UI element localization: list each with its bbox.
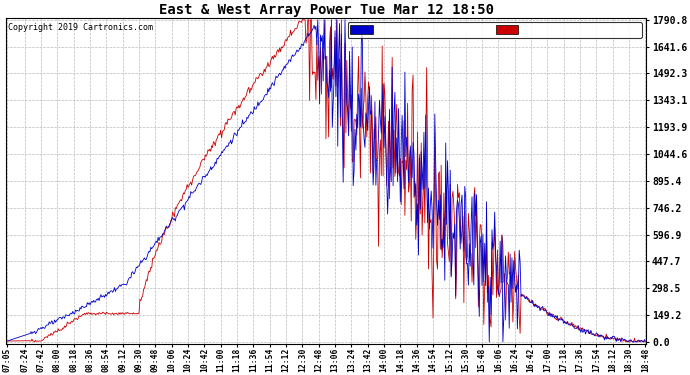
Title: East & West Array Power Tue Mar 12 18:50: East & West Array Power Tue Mar 12 18:50: [159, 3, 494, 17]
Legend: East Array  (DC Watts), West Array  (DC Watts): East Array (DC Watts), West Array (DC Wa…: [348, 22, 642, 38]
Text: Copyright 2019 Cartronics.com: Copyright 2019 Cartronics.com: [8, 23, 152, 32]
